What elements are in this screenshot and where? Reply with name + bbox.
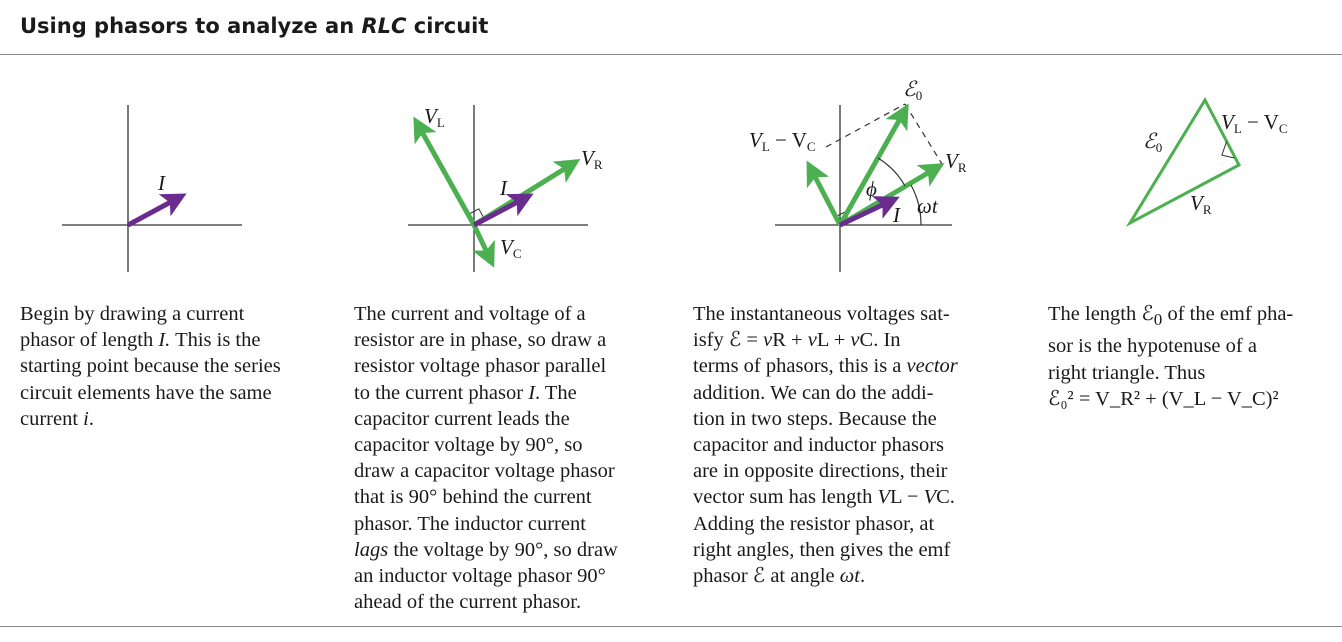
panel3-diagram: ℰ0 VL − VC VR ϕ I ωt [749, 77, 967, 272]
panel2-caption: The current and voltage of a resistor ar… [354, 303, 618, 614]
panel3-angle-label: ωt [917, 194, 939, 218]
panel2-current-phasor [472, 193, 534, 228]
panel2-current-label: I [499, 176, 508, 200]
panel2-capacitor-label: VC [500, 235, 522, 261]
panel4-resistor-label: VR [1190, 191, 1212, 217]
panel3-caption: The instantaneous voltages sat- isfy ℰ =… [693, 303, 958, 588]
panel3-emf-label: ℰ0 [903, 77, 922, 103]
top-divider [0, 54, 1342, 55]
panel2-diagram: VL VR VC I [408, 104, 603, 272]
page-title: Using phasors to analyze an RLC circuit [20, 14, 489, 38]
panel3-angle-arc [910, 184, 922, 226]
panel4-caption: The length ℰ0 of the emf pha- sor is the… [1048, 303, 1294, 410]
panel3-phase-label: ϕ [866, 177, 877, 201]
panel3-diff-label: VL − VC [749, 128, 816, 154]
panel3-dashed-resistor [904, 103, 943, 165]
panel2-right-angle-mark [468, 208, 485, 220]
panel4-right-angle-mark [1221, 141, 1235, 159]
panel3-current-label: I [892, 203, 901, 227]
panel2-capacitor-phasor [471, 223, 495, 268]
panel3-diff-phasor [806, 160, 843, 227]
panel3-dashed-diff [825, 103, 906, 148]
panel4-diff-label: VL − VC [1221, 110, 1288, 136]
panel2-resistor-label: VR [581, 146, 603, 172]
panel4-right-triangle [1125, 96, 1242, 227]
panel4-diagram: ℰ0 VL − VC VR [1125, 96, 1288, 227]
panel4-equation: ℰ₀² = V_R² + (V_L − V_C)² [1048, 387, 1279, 410]
panel3-current-phasor [838, 196, 900, 228]
bottom-divider [0, 626, 1342, 627]
panel3-resistor-label: VR [945, 149, 967, 175]
panel3-emf-phasor [837, 103, 909, 227]
panel1-current-label: I [157, 171, 166, 195]
panel4-emf-label: ℰ0 [1143, 129, 1162, 155]
panel3-phase-arc [877, 157, 906, 187]
panel1-caption: Begin by drawing a current phasor of len… [20, 303, 281, 430]
panel1-current-phasor [126, 193, 187, 228]
panel1-diagram: I [62, 105, 242, 272]
panel2-inductor-phasor [413, 116, 477, 227]
panel2-inductor-label: VL [424, 104, 445, 130]
